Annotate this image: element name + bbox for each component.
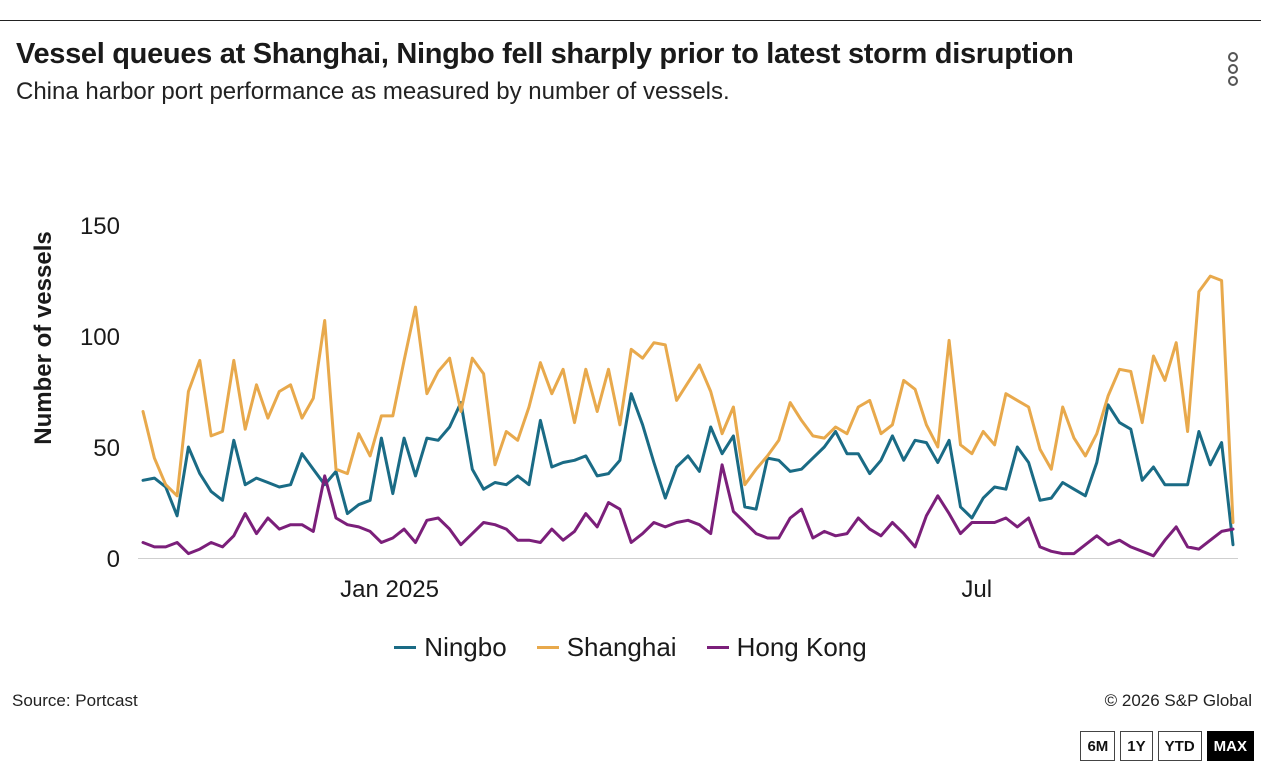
source-note: Source: Portcast bbox=[12, 691, 138, 710]
y-tick-label: 150 bbox=[80, 213, 120, 240]
legend-swatch bbox=[536, 646, 559, 649]
legend-swatch bbox=[706, 646, 729, 649]
legend-label: Shanghai bbox=[566, 632, 677, 662]
range-buttons: 6M 1Y YTD MAX bbox=[1080, 731, 1254, 761]
y-axis-label: Number of vessels bbox=[30, 231, 57, 444]
range-button-max[interactable]: MAX bbox=[1206, 731, 1254, 761]
series-line-shanghai[interactable] bbox=[141, 274, 1235, 524]
kebab-menu-icon[interactable] bbox=[1222, 50, 1244, 90]
chart-subtitle: China harbor port performance as measure… bbox=[16, 78, 730, 105]
legend-item-ningbo[interactable]: Ningbo bbox=[394, 632, 507, 663]
chart-title: Vessel queues at Shanghai, Ningbo fell s… bbox=[16, 38, 1074, 70]
y-tick-label: 0 bbox=[107, 546, 120, 573]
range-button-ytd[interactable]: YTD bbox=[1157, 731, 1202, 761]
series-lines bbox=[141, 274, 1235, 558]
legend-item-hong-kong[interactable]: Hong Kong bbox=[706, 632, 867, 663]
legend: Ningbo Shanghai Hong Kong bbox=[0, 632, 1261, 663]
x-tick-label: Jan 2025 bbox=[340, 576, 439, 603]
range-button-1y[interactable]: 1Y bbox=[1120, 731, 1153, 761]
copyright-note: © 2026 S&P Global bbox=[1104, 691, 1252, 710]
series-line-ningbo[interactable] bbox=[141, 392, 1235, 547]
legend-swatch bbox=[394, 646, 417, 649]
range-button-6m[interactable]: 6M bbox=[1080, 731, 1116, 761]
x-axis-ticks: Jan 2025JulJan 2026Jul bbox=[340, 576, 992, 603]
y-tick-label: 100 bbox=[80, 324, 120, 351]
y-axis-ticks: 0 50 100 150 bbox=[80, 213, 120, 573]
x-tick-label: Jul bbox=[961, 576, 992, 603]
top-rule bbox=[0, 20, 1261, 21]
legend-label: Ningbo bbox=[424, 632, 507, 662]
legend-item-shanghai[interactable]: Shanghai bbox=[536, 632, 677, 663]
legend-label: Hong Kong bbox=[736, 632, 867, 662]
series-line-hong-kong[interactable] bbox=[141, 463, 1235, 558]
y-tick-label: 50 bbox=[93, 435, 120, 462]
